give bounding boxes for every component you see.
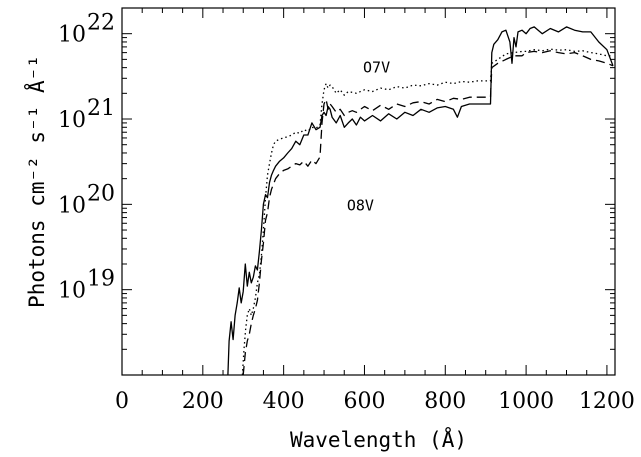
x-tick-label: 400: [263, 389, 305, 414]
y-tick-label-base: 10: [58, 193, 86, 218]
y-tick-label: 10: [58, 193, 86, 218]
y-tick-label: 10: [58, 279, 86, 304]
series-line-dotted: [241, 48, 613, 375]
y-axis-title: Photons cm⁻² s⁻¹ Å⁻¹: [23, 55, 49, 308]
x-tick-label: 200: [182, 389, 224, 414]
y-tick-label-exponent: 20: [87, 181, 115, 206]
x-axis-title: Wavelength (Å): [290, 426, 467, 452]
y-tick-label-base: 10: [58, 23, 86, 48]
x-tick-label: 0: [115, 389, 129, 414]
series-layer: [227, 26, 614, 375]
series-line-dashed: [242, 50, 614, 375]
x-tick-label: 1200: [579, 389, 635, 414]
x-tick-label: 600: [343, 389, 385, 414]
y-tick-label-base: 10: [58, 108, 86, 133]
y-tick-label-exponent: 21: [87, 96, 115, 121]
ticks-layer: [121, 7, 615, 376]
y-tick-label: 10: [58, 23, 86, 48]
y-tick-label-exponent: 19: [87, 267, 115, 292]
x-tick-label: 800: [424, 389, 466, 414]
series-annotation: O8V: [347, 196, 374, 214]
y-tick-label: 10: [58, 108, 86, 133]
y-tick-label-exponent: 22: [87, 11, 115, 36]
plot-border: [121, 7, 616, 376]
series-annotation: O7V: [363, 59, 390, 77]
x-tick-label: 1000: [498, 389, 554, 414]
series-line-solid: [227, 26, 614, 375]
plot-frame: [121, 7, 616, 376]
y-tick-label-base: 10: [58, 279, 86, 304]
